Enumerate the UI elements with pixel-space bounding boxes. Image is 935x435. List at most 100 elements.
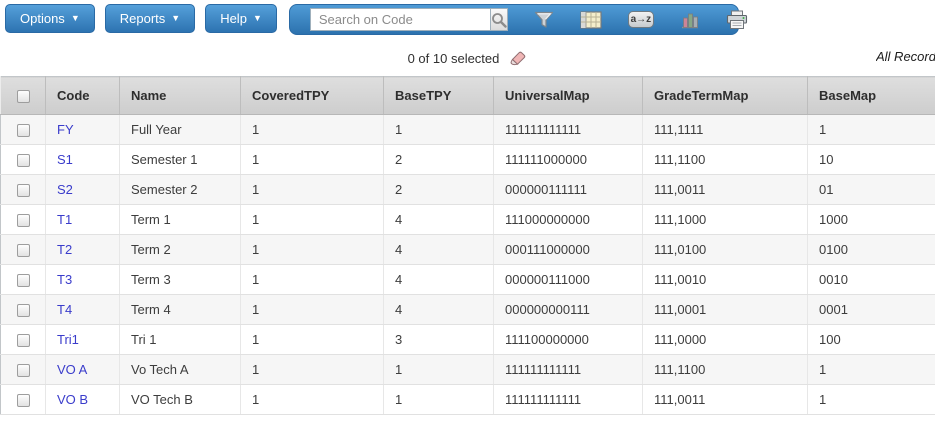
row-checkbox-cell: [0, 144, 46, 175]
bar-chart-icon: [681, 13, 698, 28]
row-checkbox[interactable]: [16, 394, 30, 408]
row-checkbox[interactable]: [16, 304, 30, 318]
row-checkbox-cell: [0, 174, 46, 205]
options-button[interactable]: Options ▼: [5, 4, 95, 33]
clear-selection-button[interactable]: [506, 50, 527, 66]
row-checkbox-cell: [0, 234, 46, 265]
row-checkbox[interactable]: [16, 244, 30, 258]
basetpy-cell: 2: [383, 174, 494, 205]
row-checkbox-cell: [0, 294, 46, 325]
help-button[interactable]: Help ▼: [205, 4, 277, 33]
name-cell: Term 4: [119, 294, 241, 325]
code-cell[interactable]: FY: [45, 114, 120, 145]
column-header-basetpy[interactable]: BaseTPY: [383, 76, 494, 115]
row-checkbox-cell: [0, 114, 46, 145]
column-header-name[interactable]: Name: [119, 76, 241, 115]
chart-button[interactable]: [680, 8, 700, 32]
basemap-cell: 1000: [807, 204, 935, 235]
table-row: Tri1 Tri 1 1 3 111100000000 111,0000 100: [0, 324, 935, 355]
row-checkbox[interactable]: [16, 184, 30, 198]
basemap-cell: 0001: [807, 294, 935, 325]
name-cell: VO Tech B: [119, 384, 241, 415]
term-codes-table: Code Name CoveredTPY BaseTPY UniversalMa…: [0, 76, 935, 415]
chevron-down-icon: ▼: [70, 13, 80, 23]
select-all-checkbox[interactable]: [16, 90, 30, 104]
code-cell[interactable]: S2: [45, 174, 120, 205]
row-checkbox-cell: [0, 204, 46, 235]
gradetermmap-cell: 111,1111: [642, 114, 808, 145]
table-row: T4 Term 4 1 4 000000000111 111,0001 0001: [0, 294, 935, 325]
name-cell: Term 3: [119, 264, 241, 295]
filter-button[interactable]: [534, 8, 554, 32]
name-cell: Vo Tech A: [119, 354, 241, 385]
universalmap-cell: 111000000000: [493, 204, 643, 235]
table-row: T2 Term 2 1 4 000111000000 111,0100 0100: [0, 234, 935, 265]
universalmap-cell: 111100000000: [493, 324, 643, 355]
column-header-coveredtpy[interactable]: CoveredTPY: [240, 76, 384, 115]
basemap-cell: 1: [807, 354, 935, 385]
column-header-code[interactable]: Code: [45, 76, 120, 115]
row-checkbox-cell: [0, 264, 46, 295]
basetpy-cell: 1: [383, 114, 494, 145]
universalmap-cell: 111111111111: [493, 114, 643, 145]
column-header-universalmap[interactable]: UniversalMap: [493, 76, 643, 115]
search-input[interactable]: [309, 8, 490, 31]
sort-az-icon: a→z: [627, 11, 654, 28]
table-row: S2 Semester 2 1 2 000000111111 111,0011 …: [0, 174, 935, 205]
universalmap-cell: 111111111111: [493, 354, 643, 385]
code-cell[interactable]: VO A: [45, 354, 120, 385]
search-icon: [491, 12, 507, 28]
search-toolbar: a→z: [288, 4, 747, 35]
status-row: 0 of 10 selected All Records: [0, 40, 935, 76]
universalmap-cell: 000111000000: [493, 234, 643, 265]
records-filter-link[interactable]: All Records: [876, 49, 935, 64]
filter-icon: [534, 11, 553, 28]
options-button-label: Options: [20, 11, 65, 26]
basetpy-cell: 4: [383, 264, 494, 295]
basemap-cell: 0010: [807, 264, 935, 295]
table-row: FY Full Year 1 1 111111111111 111,1111 1: [0, 114, 935, 145]
gradetermmap-cell: 111,0000: [642, 324, 808, 355]
sort-button[interactable]: a→z: [627, 8, 654, 32]
row-checkbox[interactable]: [16, 124, 30, 138]
reports-button[interactable]: Reports ▼: [104, 4, 196, 33]
chevron-down-icon: ▼: [171, 13, 181, 23]
row-checkbox[interactable]: [16, 274, 30, 288]
code-cell[interactable]: T2: [45, 234, 120, 265]
column-header-basemap[interactable]: BaseMap: [807, 76, 935, 115]
help-button-label: Help: [220, 11, 247, 26]
print-button[interactable]: [726, 8, 748, 32]
basemap-cell: 0100: [807, 234, 935, 265]
columns-button[interactable]: [580, 8, 602, 32]
table-row: T1 Term 1 1 4 111000000000 111,1000 1000: [0, 204, 935, 235]
code-cell[interactable]: S1: [45, 144, 120, 175]
column-header-gradetermmap[interactable]: GradeTermMap: [642, 76, 808, 115]
row-checkbox[interactable]: [16, 214, 30, 228]
row-checkbox-cell: [0, 354, 46, 385]
select-all-header-cell: [0, 76, 46, 115]
chevron-down-icon: ▼: [252, 13, 262, 23]
code-cell[interactable]: T3: [45, 264, 120, 295]
search-button[interactable]: [489, 8, 508, 31]
coveredtpy-cell: 1: [240, 324, 384, 355]
coveredtpy-cell: 1: [240, 234, 384, 265]
basemap-cell: 100: [807, 324, 935, 355]
code-cell[interactable]: T1: [45, 204, 120, 235]
row-checkbox[interactable]: [16, 364, 30, 378]
code-cell[interactable]: Tri1: [45, 324, 120, 355]
code-cell[interactable]: VO B: [45, 384, 120, 415]
row-checkbox[interactable]: [16, 154, 30, 168]
table-row: VO B VO Tech B 1 1 111111111111 111,0011…: [0, 384, 935, 415]
name-cell: Tri 1: [119, 324, 241, 355]
name-cell: Semester 2: [119, 174, 241, 205]
name-cell: Term 1: [119, 204, 241, 235]
coveredtpy-cell: 1: [240, 144, 384, 175]
universalmap-cell: 000000111111: [493, 174, 643, 205]
code-cell[interactable]: T4: [45, 294, 120, 325]
universalmap-cell: 000000000111: [493, 294, 643, 325]
table-header: Code Name CoveredTPY BaseTPY UniversalMa…: [0, 76, 935, 115]
row-checkbox[interactable]: [16, 334, 30, 348]
row-checkbox-cell: [0, 384, 46, 415]
universalmap-cell: 000000111000: [493, 264, 643, 295]
